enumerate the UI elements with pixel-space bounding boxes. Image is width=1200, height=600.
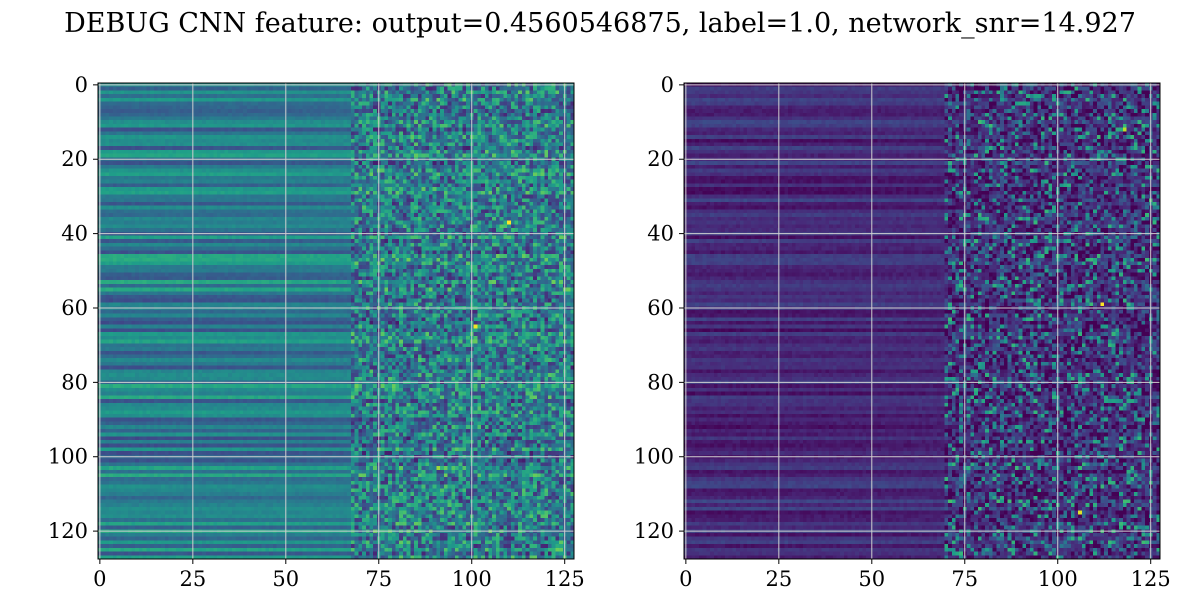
heatmap-panel-left: 0 25 50 75 100 125 0 20 40 60 80 100 120 [48, 73, 585, 591]
x-tick-label: 50 [272, 567, 299, 591]
y-tick-label: 60 [647, 296, 674, 320]
y-tick-label: 20 [61, 147, 88, 171]
x-tick-label: 0 [93, 567, 106, 591]
x-tick-label: 100 [1038, 567, 1078, 591]
y-tick-label: 80 [61, 370, 88, 394]
heatmap-axes-right: 0 25 50 75 100 125 0 20 40 60 80 100 120 [634, 73, 1171, 591]
y-tick-label: 20 [647, 147, 674, 171]
heatmap-image-right [684, 83, 1160, 559]
axes-frame-right [683, 82, 1161, 560]
x-tick-label: 0 [679, 567, 692, 591]
y-tick-label: 100 [48, 445, 88, 469]
y-tick-label: 120 [634, 519, 674, 543]
figure-title: DEBUG CNN feature: output=0.4560546875, … [64, 8, 1136, 39]
y-tick-label: 0 [75, 73, 88, 97]
heatmap-axes-left: 0 25 50 75 100 125 0 20 40 60 80 100 120 [48, 73, 585, 591]
y-tick-label: 100 [634, 445, 674, 469]
x-tick-label: 100 [452, 567, 492, 591]
axes-frame-left [97, 82, 575, 560]
x-tick-label: 50 [858, 567, 885, 591]
y-tick-label: 0 [661, 73, 674, 97]
x-tick-label: 25 [179, 567, 206, 591]
y-tick-label: 80 [647, 370, 674, 394]
x-tick-label: 125 [1131, 567, 1171, 591]
y-tick-label: 40 [647, 222, 674, 246]
y-tick-label: 120 [48, 519, 88, 543]
x-tick-label: 75 [365, 567, 392, 591]
y-tick-label: 40 [61, 222, 88, 246]
x-tick-label: 75 [951, 567, 978, 591]
heatmap-panel-right: 0 25 50 75 100 125 0 20 40 60 80 100 120 [634, 73, 1171, 591]
y-tick-label: 60 [61, 296, 88, 320]
heatmap-image-left [98, 83, 574, 559]
x-tick-label: 125 [545, 567, 585, 591]
x-tick-label: 25 [765, 567, 792, 591]
